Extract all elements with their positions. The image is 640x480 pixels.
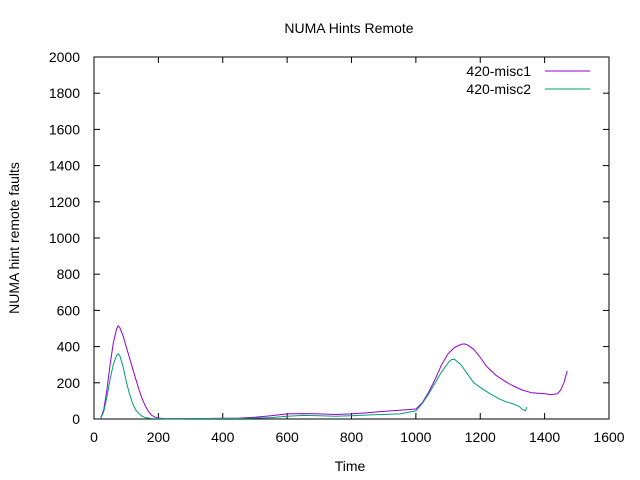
- x-tick-label: 1600: [593, 429, 624, 445]
- y-tick-label: 200: [57, 375, 81, 391]
- y-tick-label: 1000: [49, 230, 80, 246]
- y-tick-label: 600: [57, 302, 81, 318]
- y-tick-label: 1200: [49, 194, 80, 210]
- x-tick-label: 1200: [465, 429, 496, 445]
- x-axis: 0 200 400 600 800 1000 1200 1400 1600: [90, 57, 625, 445]
- x-tick-label: 1400: [529, 429, 560, 445]
- series-layer: [99, 325, 568, 420]
- plot-area: [93, 56, 610, 420]
- y-tick-label: 0: [72, 411, 80, 427]
- y-tick-label: 400: [57, 339, 81, 355]
- x-axis-label: Time: [335, 458, 366, 474]
- y-tick-label: 2000: [49, 49, 80, 65]
- x-tick-label: 800: [340, 429, 364, 445]
- x-tick-label: 200: [147, 429, 171, 445]
- chart-title: NUMA Hints Remote: [284, 20, 413, 36]
- y-axis: 0 200 400 600 800 1000 1200 1400 1600 1800 2000: [49, 49, 609, 427]
- x-tick-label: 600: [275, 429, 299, 445]
- legend-label-420-misc1: 420-misc1: [466, 63, 531, 79]
- series-line-420-misc2: [99, 353, 528, 420]
- plot-border: [93, 56, 610, 420]
- series-line-420-misc1: [99, 325, 568, 420]
- y-tick-label: 1400: [49, 158, 80, 174]
- legend: 420-misc1 420-misc2: [466, 63, 590, 97]
- y-tick-label: 1800: [49, 85, 80, 101]
- x-tick-label: 400: [211, 429, 235, 445]
- x-tick-label: 1000: [400, 429, 431, 445]
- y-axis-label: NUMA hint remote faults: [6, 162, 22, 314]
- legend-label-420-misc2: 420-misc2: [466, 81, 531, 97]
- y-tick-label: 1600: [49, 121, 80, 137]
- y-tick-label: 800: [57, 266, 81, 282]
- x-tick-label: 0: [90, 429, 98, 445]
